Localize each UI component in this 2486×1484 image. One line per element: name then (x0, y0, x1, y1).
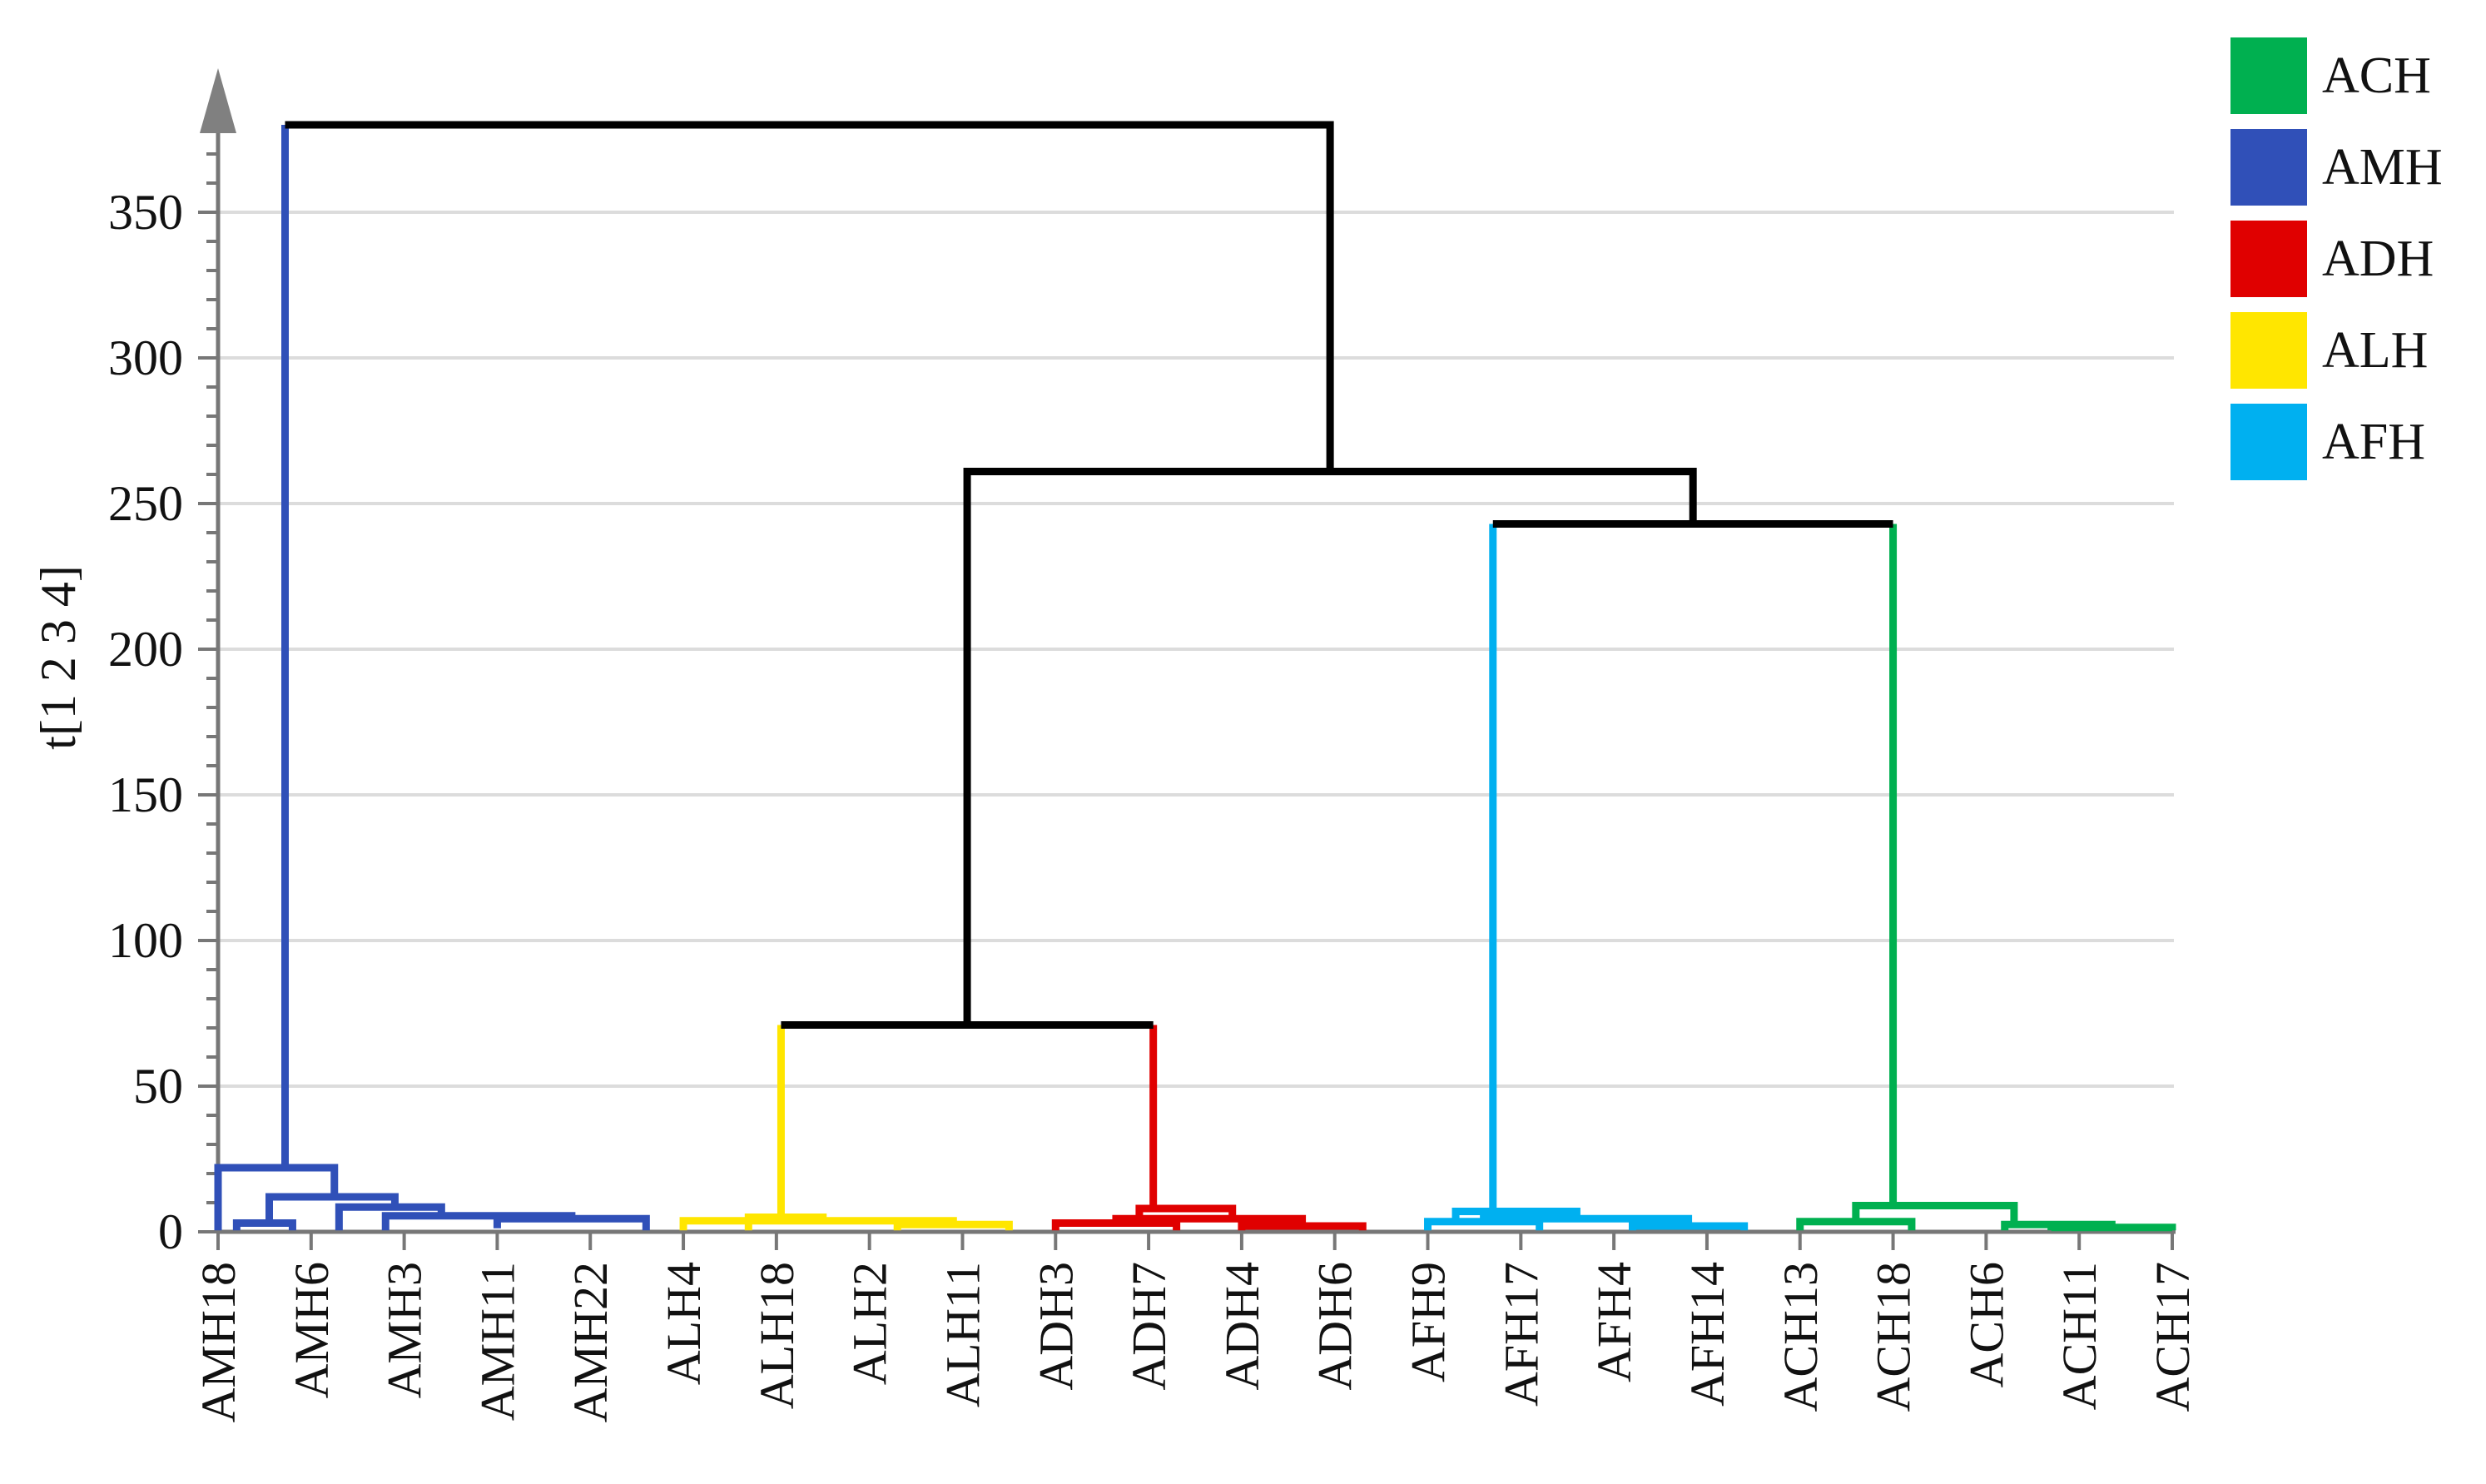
legend: ACH AMH ADH ALH AFH (2230, 37, 2443, 480)
x-tick-label: ACH11 (2052, 1262, 2106, 1410)
ach-merge-c (1796, 1218, 1916, 1231)
x-tick-label: ACH6 (1959, 1262, 2013, 1387)
alh-merge-top (744, 1214, 827, 1231)
x-tick-label: AMH18 (191, 1262, 246, 1422)
adh-merge-c (1112, 1214, 1307, 1226)
x-tick-label: ADH6 (1308, 1262, 1362, 1391)
adh-merge-a (1238, 1222, 1367, 1231)
ach-merge-b (2001, 1220, 2116, 1231)
y-axis: 0 50 100 150 200 250 300 350 (108, 68, 236, 1259)
y-tick-label: 300 (108, 330, 183, 385)
x-tick-label: AFH17 (1494, 1262, 1548, 1407)
x-tick-label: ACH17 (2146, 1262, 2200, 1412)
x-tick-label: ALH11 (935, 1262, 990, 1407)
legend-label: ALH (2322, 322, 2428, 379)
x-tick-label: AFH9 (1402, 1262, 1456, 1382)
x-axis: AMH18 AMH6 AMH3 AMH11 AMH22 ALH4 ALH18 ALH2 ALH1… (191, 1229, 2200, 1422)
y-axis-arrow-icon (200, 68, 236, 133)
afh-merge-top (1451, 1208, 1580, 1219)
y-tick-label: 250 (108, 476, 183, 531)
legend-label: AFH (2322, 414, 2425, 470)
x-tick-label: ACH18 (1867, 1262, 1921, 1412)
amh-merge-top (214, 1164, 339, 1231)
y-tick-label: 100 (108, 913, 183, 968)
amh-merge-c (335, 1203, 445, 1231)
adh-merge-top (1135, 1204, 1237, 1219)
x-tick-label: AFH4 (1587, 1262, 1641, 1382)
adh-merge-b (1051, 1219, 1181, 1231)
merge-root (285, 121, 1334, 472)
legend-swatch (2230, 37, 2307, 114)
ach-merge-top (1852, 1202, 2018, 1225)
legend-swatch (2230, 129, 2307, 206)
x-tick-label: AMH6 (285, 1262, 339, 1398)
y-tick-label: 350 (108, 185, 183, 240)
legend-swatch (2230, 312, 2307, 389)
y-tick-label: 200 (108, 622, 183, 677)
x-tick-label: AFH14 (1680, 1262, 1734, 1407)
y-tick-label: 0 (158, 1204, 183, 1259)
x-tick-label: AMH3 (378, 1262, 432, 1398)
x-tick-label: AMH22 (563, 1262, 618, 1422)
x-tick-label: ADH3 (1029, 1262, 1083, 1391)
afh-merge-c (1480, 1214, 1693, 1226)
afh-merge-a (1629, 1222, 1749, 1231)
afh-merge-b (1424, 1218, 1544, 1231)
alh-merge-a (893, 1220, 1013, 1231)
legend-swatch (2230, 404, 2307, 480)
amh-merge-b (381, 1212, 576, 1231)
y-axis-title: t[1 2 3 4] (31, 565, 86, 750)
legend-label: ADH (2322, 231, 2434, 287)
amh-merge-a (493, 1214, 650, 1231)
legend-label: ACH (2322, 47, 2431, 104)
legend-swatch (2230, 221, 2307, 297)
dendrogram-tree (214, 121, 2176, 1232)
y-tick-label: 150 (108, 767, 183, 822)
x-tick-label: ALH4 (657, 1262, 711, 1385)
x-tick-label: ALH2 (843, 1262, 897, 1385)
x-tick-label: ADH4 (1215, 1262, 1269, 1391)
amh-merge-low (232, 1219, 296, 1231)
grid-lines (218, 211, 2174, 1088)
y-tick-label: 50 (133, 1059, 183, 1114)
legend-label: AMH (2322, 139, 2443, 196)
x-tick-label: AMH11 (470, 1262, 524, 1421)
x-tick-label: ALH18 (750, 1262, 804, 1409)
x-tick-label: ADH7 (1122, 1262, 1176, 1391)
x-tick-label: ACH13 (1774, 1262, 1828, 1412)
